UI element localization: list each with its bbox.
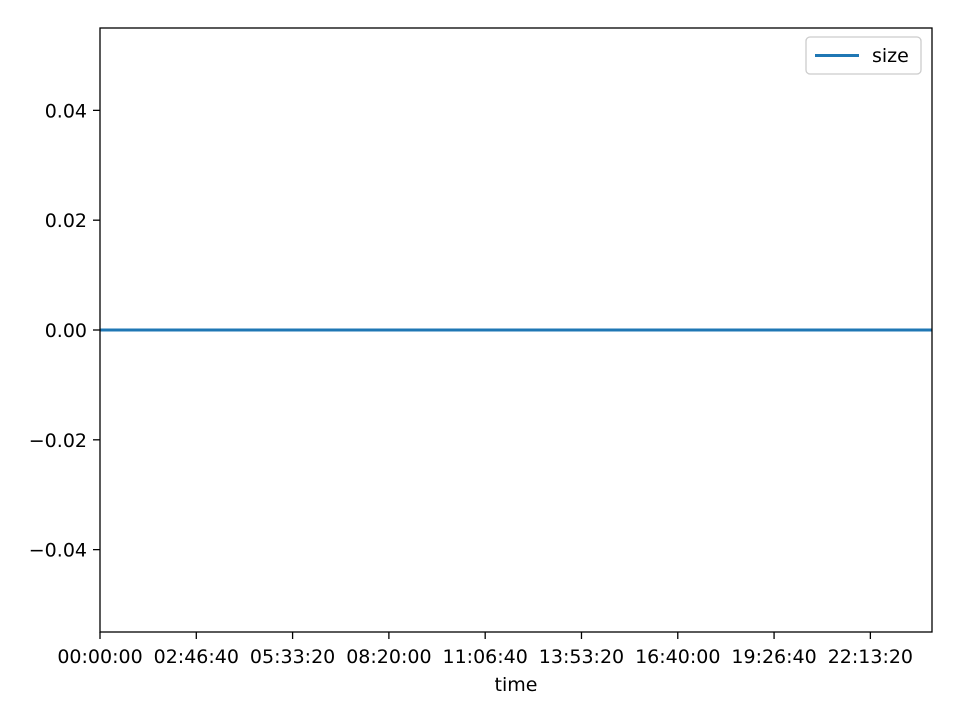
- legend-box: [805, 36, 922, 75]
- x-tick-label: 22:13:20: [828, 646, 913, 668]
- x-tick-label: 13:53:20: [539, 646, 624, 668]
- y-tick-label: −0.04: [29, 540, 87, 562]
- x-tick-label: 08:20:00: [346, 646, 431, 668]
- x-axis-label: time: [495, 674, 538, 696]
- x-tick-label: 00:00:00: [57, 646, 142, 668]
- legend: size: [805, 36, 922, 75]
- y-tick-label: −0.02: [29, 430, 87, 452]
- y-tick-label: 0.02: [45, 210, 87, 232]
- x-tick-label: 02:46:40: [154, 646, 239, 668]
- x-tick-label: 16:40:00: [635, 646, 720, 668]
- x-tick-label: 19:26:40: [731, 646, 816, 668]
- legend-label-size: size: [872, 45, 909, 67]
- y-tick-label: 0.04: [45, 100, 87, 122]
- x-tick-label: 05:33:20: [250, 646, 335, 668]
- y-axis: 0.04 0.02 0.00 −0.02 −0.04: [29, 100, 100, 562]
- x-axis: 00:00:00 02:46:40 05:33:20 08:20:00 11:06:40…: [57, 632, 913, 668]
- x-tick-label: 11:06:40: [443, 646, 528, 668]
- y-tick-label: 0.00: [45, 320, 87, 342]
